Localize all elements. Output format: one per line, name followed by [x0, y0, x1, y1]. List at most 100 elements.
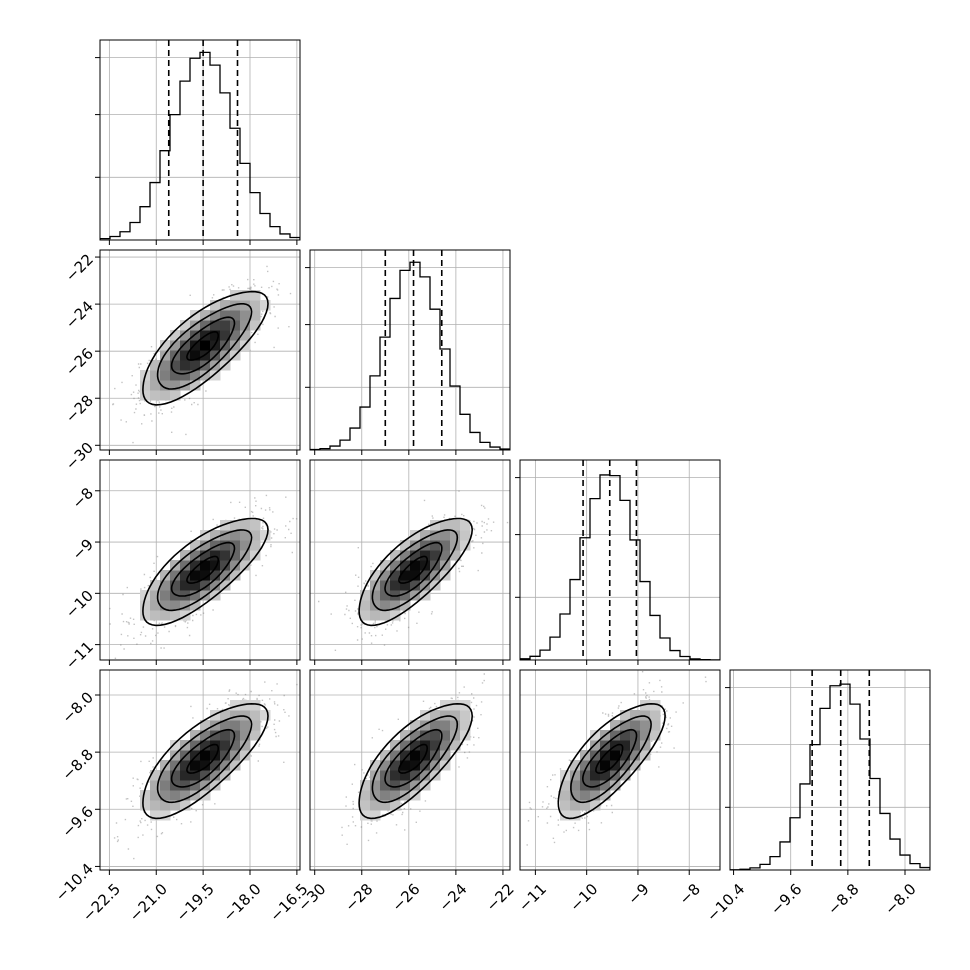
density-cell: [640, 720, 651, 731]
density-cell: [190, 780, 201, 791]
panel-frame: [99, 249, 301, 451]
density-cell: [370, 590, 381, 601]
density-cell: [580, 770, 591, 781]
contour-level-3: [371, 715, 459, 804]
density-cell: [560, 780, 571, 791]
density-cell: [210, 320, 221, 331]
scatter-panel-4-3: [519, 669, 721, 875]
density-cell: [250, 290, 261, 301]
density-cell: [580, 760, 591, 771]
density-cell: [200, 760, 211, 771]
density-cell: [390, 740, 401, 751]
density-cell: [190, 540, 201, 551]
density-cell: [180, 320, 191, 331]
density-cell: [580, 790, 591, 801]
density-cell: [240, 720, 251, 731]
density-cell: [240, 710, 251, 721]
density-cell: [380, 800, 391, 811]
density-cell: [590, 770, 601, 781]
x-tick-label: −11: [515, 880, 550, 915]
density-cell: [360, 800, 371, 811]
density-cell: [440, 530, 451, 541]
density-cell: [200, 740, 211, 751]
density-cell: [260, 300, 271, 311]
density-cell: [410, 730, 421, 741]
panel-frame: [99, 669, 301, 871]
density-cell: [170, 370, 181, 381]
density-cell: [370, 760, 381, 771]
contour-level-2: [384, 541, 443, 597]
density-cell: [430, 570, 441, 581]
hist-frame-4: [729, 669, 931, 871]
panel-content: [318, 490, 509, 651]
hist-frame-3: [519, 459, 721, 661]
density-cell: [180, 350, 191, 361]
density-cell: [420, 770, 431, 781]
density-cell: [200, 570, 211, 581]
contour-level-3: [156, 303, 253, 390]
contour-level-3: [371, 529, 459, 612]
density-cell: [180, 770, 191, 781]
density-cell: [210, 570, 221, 581]
density-cell: [150, 380, 161, 391]
density-cell: [390, 750, 401, 761]
density-cell: [230, 570, 241, 581]
density-cell: [160, 760, 171, 771]
density-cell: [220, 580, 231, 591]
density-cell: [610, 730, 621, 741]
density-cell: [410, 720, 421, 731]
density-cell: [170, 790, 181, 801]
density-cell: [240, 320, 251, 331]
density-cell: [210, 300, 221, 311]
density-cell: [400, 600, 411, 611]
density-cell: [230, 700, 241, 711]
density-cell: [180, 330, 191, 341]
y-tick-label: −10.4: [52, 860, 97, 905]
density-cell: [400, 590, 411, 601]
contour-level-3: [570, 715, 652, 804]
density-cell: [630, 710, 641, 721]
density-cell: [220, 730, 231, 741]
density-cell: [190, 590, 201, 601]
density-cell: [210, 580, 221, 591]
contour-level-1: [398, 743, 429, 774]
y-tick-label: −8: [69, 484, 97, 512]
density-cell: [410, 760, 421, 771]
density-cell: [380, 610, 391, 621]
density-cell: [420, 550, 431, 561]
density-cell: [250, 720, 261, 731]
density-cell: [240, 300, 251, 311]
histogram-3: [520, 474, 720, 660]
density-cell: [430, 710, 441, 721]
density-cell: [150, 770, 161, 781]
density-cell: [230, 710, 241, 721]
density-cell: [590, 740, 601, 751]
density-cell: [400, 740, 411, 751]
panel-frame: [519, 669, 721, 871]
scatter-panel-2-1: [95, 249, 301, 455]
density-cell: [440, 560, 451, 571]
density-cell: [220, 760, 231, 771]
density-cell: [230, 760, 241, 771]
density-cell: [250, 710, 261, 721]
y-tick-label: −26: [62, 344, 97, 379]
density-cell: [590, 790, 601, 801]
density-cell: [220, 550, 231, 561]
density-cell: [620, 740, 631, 751]
density-cell: [160, 360, 171, 371]
hist-panel-2: [305, 249, 511, 455]
density-cell: [220, 710, 231, 721]
density-cell: [640, 730, 651, 741]
density-cell: [260, 710, 271, 721]
density-cell: [230, 550, 241, 561]
density-cell: [610, 780, 621, 791]
hist-panel-3: [515, 459, 721, 665]
x-tick-label: −18.0: [220, 880, 265, 925]
density-cell: [400, 730, 411, 741]
density-cell: [220, 340, 231, 351]
density-cell: [150, 590, 161, 601]
contour-level-1: [186, 743, 219, 774]
density-cell: [220, 570, 231, 581]
density-cell: [400, 580, 411, 591]
